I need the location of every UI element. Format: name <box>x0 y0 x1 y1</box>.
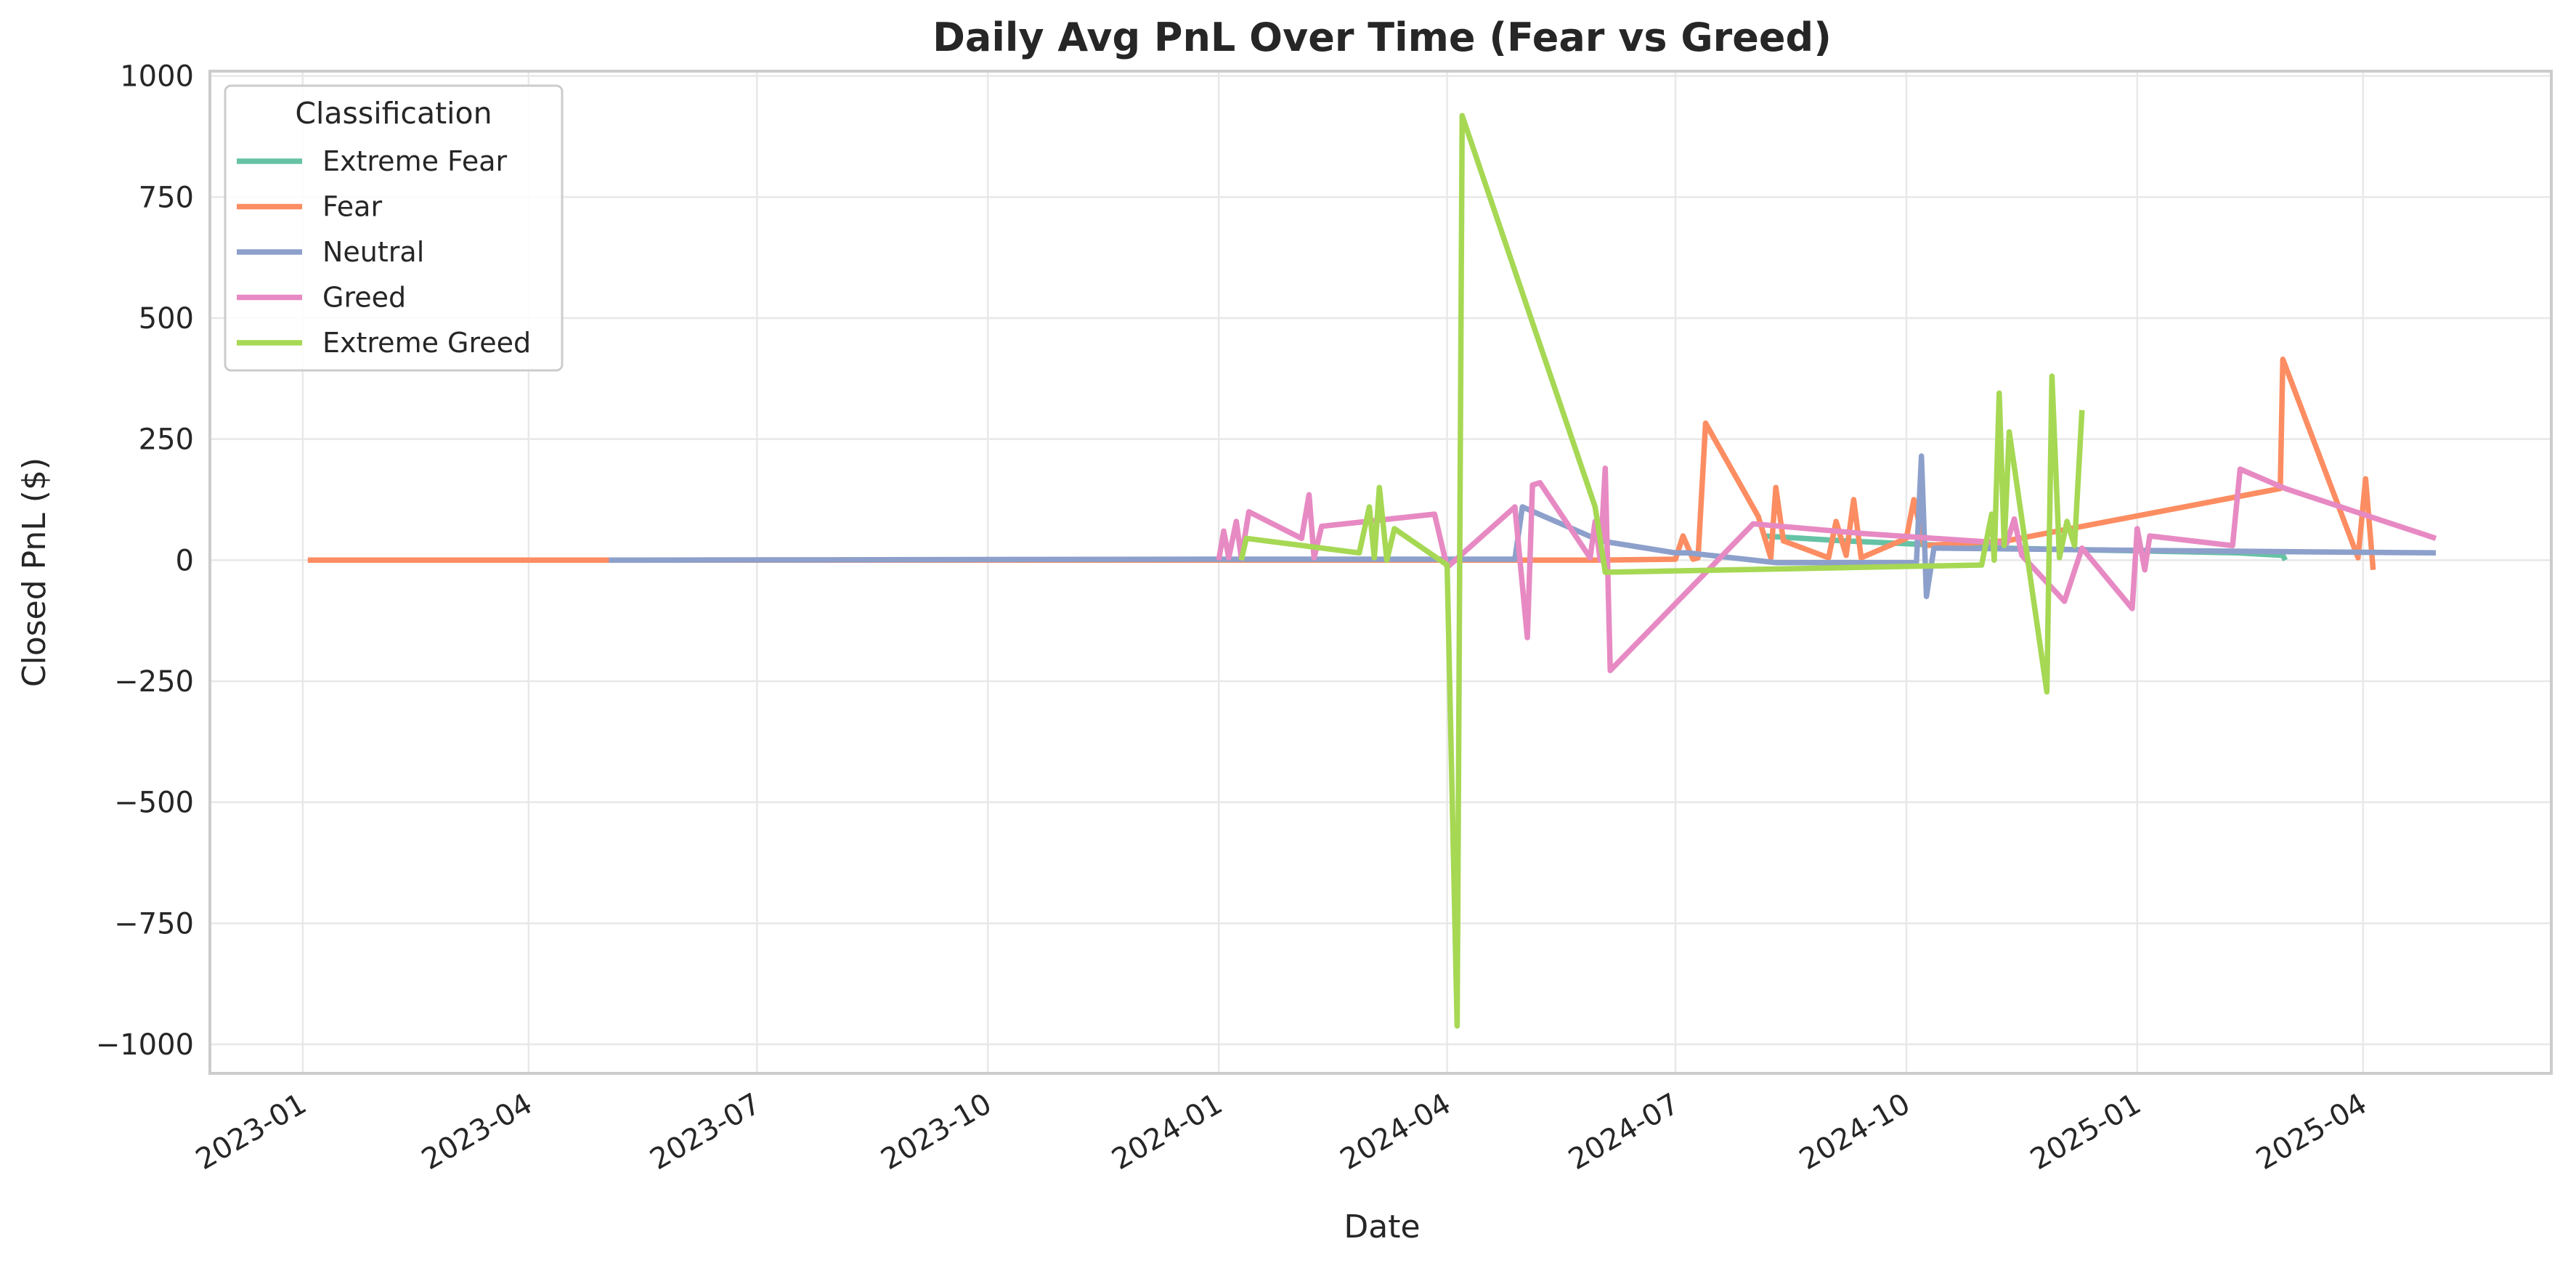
legend-box <box>224 84 564 372</box>
x-tick-label: 2024-10 <box>1794 1087 1916 1176</box>
legend-entries: Extreme Fear Fear Neutral Greed Extreme Gree… <box>237 145 531 359</box>
y-tick-labels: 1000 750 500 250 0 −250 −500 −750 −1000 <box>96 60 194 1062</box>
legend-title: Classification <box>295 96 492 131</box>
x-tick-label: 2025-04 <box>2251 1087 2373 1176</box>
x-tick-labels: 2023-01 2023-04 2023-07 2023-10 2024-01 2024-… <box>190 1087 2373 1176</box>
series-line-extreme-greed <box>1238 113 2085 1029</box>
x-axis-label: Date <box>1344 1208 1420 1245</box>
y-axis-label: Closed PnL ($) <box>16 458 53 687</box>
y-tick-label: 500 <box>139 302 194 336</box>
series-layer <box>307 113 2437 1029</box>
legend: Classification Extreme Fear Fear Neutral Gr… <box>224 84 564 372</box>
y-tick-label: 1000 <box>120 60 194 94</box>
legend-label-neutral: Neutral <box>322 236 424 268</box>
y-tick-label: −1000 <box>96 1028 194 1062</box>
x-tick-label: 2023-10 <box>875 1087 997 1176</box>
x-tick-label: 2023-07 <box>645 1087 767 1176</box>
legend-label-extreme-fear: Extreme Fear <box>322 145 507 177</box>
chart-title: Daily Avg PnL Over Time (Fear vs Greed) <box>933 15 1832 60</box>
y-tick-label: 250 <box>139 423 194 457</box>
y-tick-label: −500 <box>114 787 194 820</box>
legend-label-greed: Greed <box>322 282 406 314</box>
x-tick-label: 2023-01 <box>190 1087 312 1176</box>
x-tick-label: 2024-01 <box>1106 1087 1228 1176</box>
series-line-neutral <box>609 453 2437 600</box>
x-tick-label: 2023-04 <box>416 1087 538 1176</box>
legend-label-extreme-greed: Extreme Greed <box>322 327 531 359</box>
x-tick-label: 2024-07 <box>1563 1087 1685 1176</box>
y-tick-label: −250 <box>114 665 194 699</box>
y-tick-label: −750 <box>114 907 194 940</box>
y-tick-label: 0 <box>176 544 194 577</box>
plot-frame <box>208 70 2553 1075</box>
x-tick-label: 2024-04 <box>1335 1087 1457 1176</box>
x-tick-label: 2025-01 <box>2025 1087 2147 1176</box>
y-tick-label: 750 <box>139 181 194 214</box>
legend-label-fear: Fear <box>322 191 382 223</box>
